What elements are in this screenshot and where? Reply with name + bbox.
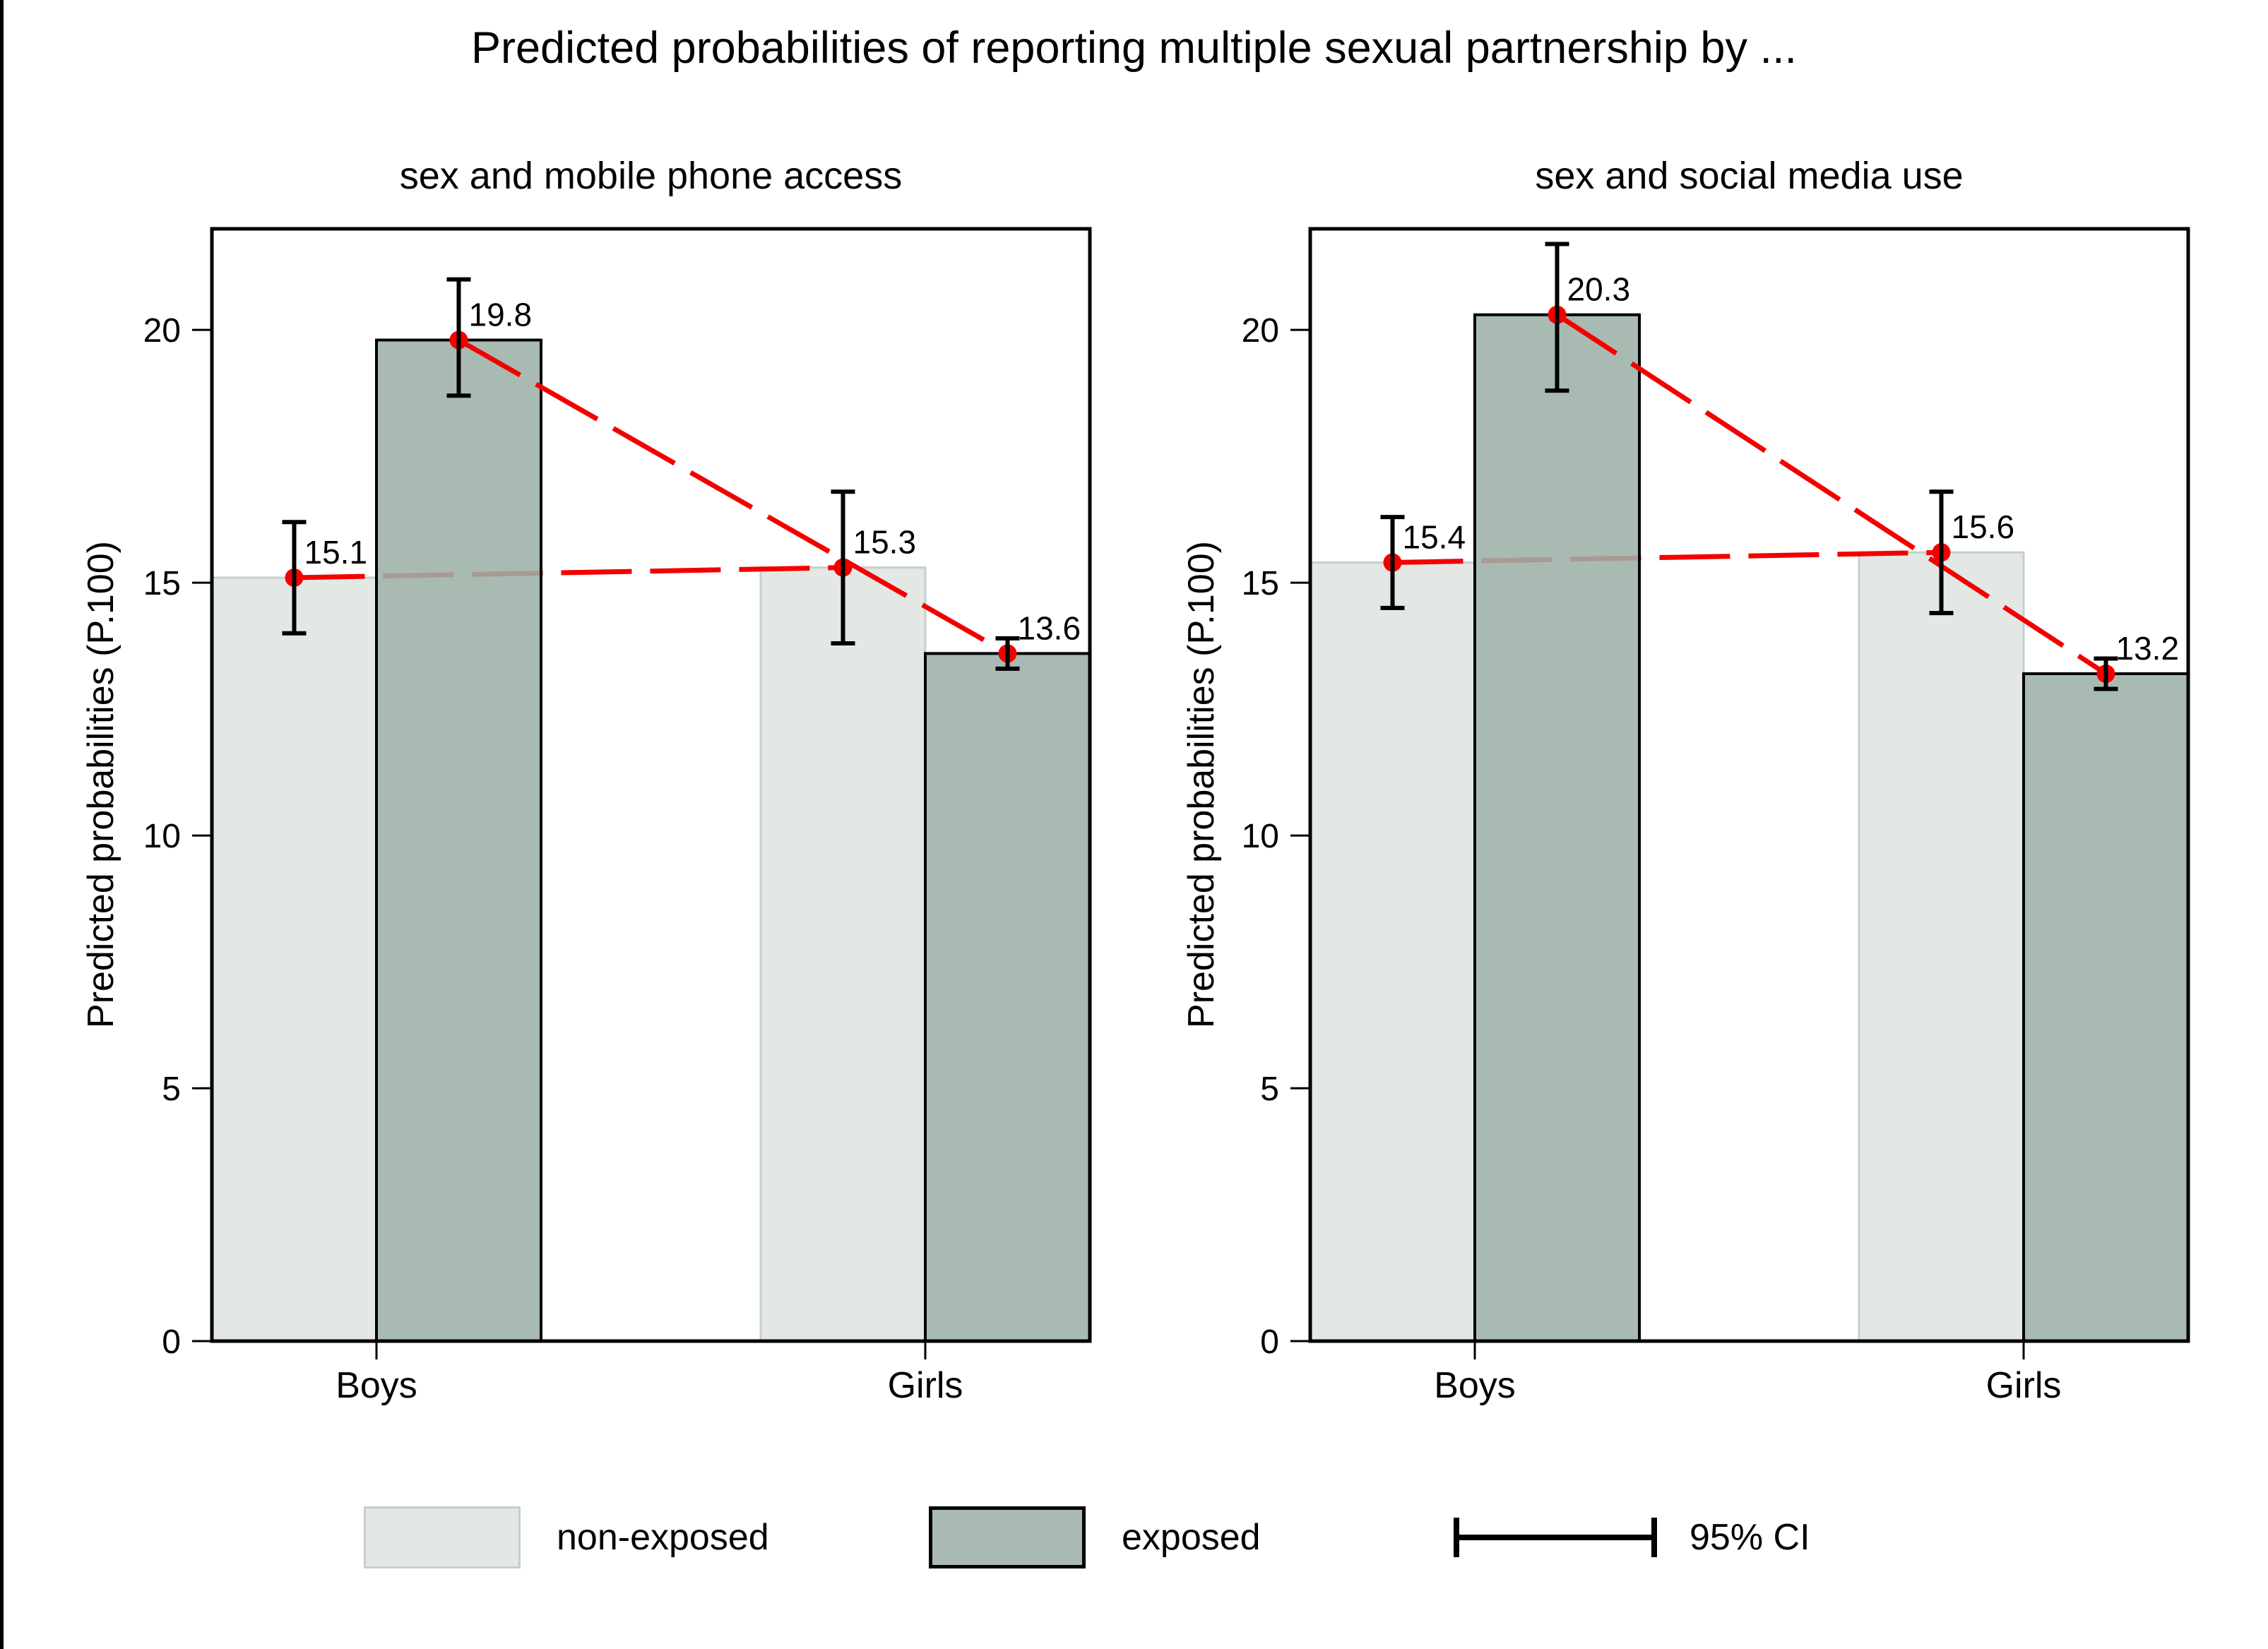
figure-title: Predicted probabilities of reporting mul… [471,23,1797,73]
y-tick-label-10-panel0: 10 [143,818,181,855]
legend-label-exposed: exposed [1122,1517,1261,1558]
value-label-exposed-girls-panel0: 13.6 [1018,609,1081,646]
bar-exposed-boys-panel1 [1473,313,1641,1343]
value-label-exposed-girls-panel1: 13.2 [2116,630,2180,667]
trend-line-exposed-panel1 [1555,312,2108,676]
bar-non-exposed-boys-panel1 [1309,561,1476,1343]
panel-left-subtitle: sex and mobile phone access [399,155,903,197]
bar-non-exposed-girls-panel1 [1858,551,2025,1343]
y-tick-label-15-panel1: 15 [1242,565,1279,602]
y-tick-label-5-panel1: 5 [1260,1071,1279,1108]
x-category-label-boys-panel0: Boys [336,1365,417,1406]
bar-non-exposed-girls-panel0 [759,566,927,1343]
value-label-non-exposed-boys-panel0: 15.1 [304,534,368,571]
legend-label-95ci: 95% CI [1690,1517,1810,1558]
legend-label-non-exposed: non-exposed [557,1517,769,1558]
y-tick-label-5-panel0: 5 [162,1071,181,1108]
value-label-non-exposed-girls-panel0: 15.3 [853,524,917,561]
panel-0: 15.1 15.3 19.8 13.6 0 5 10 15 20 Boys Girls [143,227,1092,1406]
y-tick-label-20-panel0: 20 [143,312,181,350]
window-left-border [0,0,4,1649]
legend-ci-glyph [1454,1518,1657,1557]
bar-non-exposed-boys-panel0 [210,576,378,1343]
trend-line-exposed-panel0 [457,338,1009,656]
value-label-exposed-boys-panel0: 19.8 [469,297,533,333]
y-tick-label-10-panel1: 10 [1242,818,1279,855]
value-label-non-exposed-boys-panel1: 15.4 [1403,519,1466,556]
plot-frame-panel1 [1308,227,2190,1343]
bar-exposed-boys-panel0 [375,338,542,1343]
panel-right-subtitle: sex and social media use [1535,155,1964,197]
panel-1: 15.4 15.6 20.3 13.2 0 5 10 15 20 Boys Girls [1242,227,2190,1406]
value-label-non-exposed-girls-panel1: 15.6 [1952,508,2015,545]
x-category-label-boys-panel1: Boys [1434,1365,1516,1406]
value-label-exposed-boys-panel1: 20.3 [1567,271,1631,308]
bar-exposed-girls-panel0 [924,652,1091,1343]
bar-exposed-girls-panel1 [2022,672,2190,1343]
y-tick-label-15-panel0: 15 [143,565,181,602]
y-tick-label-0-panel0: 0 [162,1323,181,1361]
legend-swatch-non-exposed [364,1506,521,1568]
y-tick-label-0-panel1: 0 [1260,1323,1279,1361]
legend-swatch-exposed [929,1506,1086,1568]
x-category-label-girls-panel0: Girls [888,1365,963,1406]
plot-frame-panel0 [210,227,1092,1343]
y-tick-label-20-panel1: 20 [1242,312,1279,350]
x-category-label-girls-panel1: Girls [1986,1365,2062,1406]
